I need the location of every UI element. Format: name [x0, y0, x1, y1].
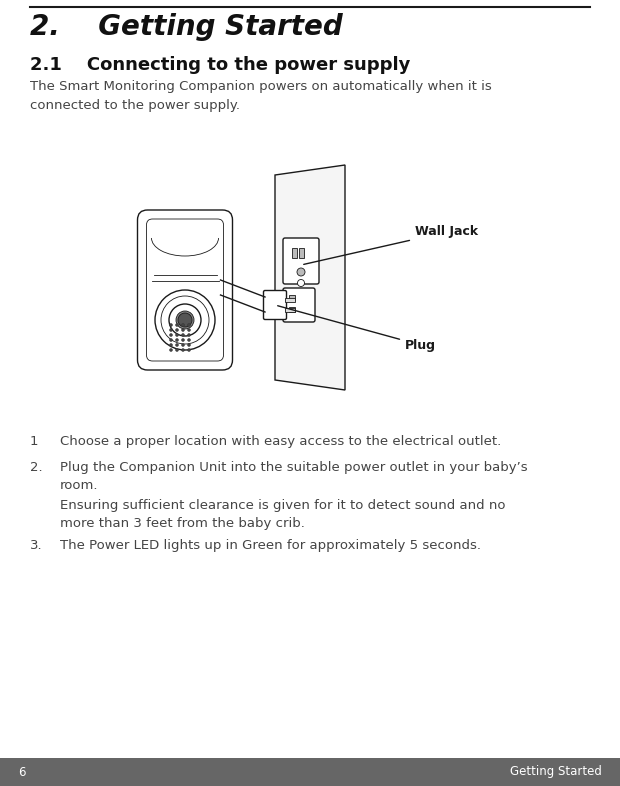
Circle shape: [187, 333, 190, 336]
FancyBboxPatch shape: [138, 210, 232, 370]
Circle shape: [297, 268, 305, 276]
Circle shape: [175, 329, 179, 332]
Circle shape: [169, 324, 172, 326]
Circle shape: [176, 311, 194, 329]
Circle shape: [175, 333, 179, 336]
Text: The Power LED lights up in Green for approximately 5 seconds.: The Power LED lights up in Green for app…: [60, 539, 481, 552]
Circle shape: [187, 324, 190, 326]
Circle shape: [169, 339, 172, 341]
Circle shape: [182, 329, 185, 332]
FancyBboxPatch shape: [146, 219, 223, 361]
Circle shape: [187, 348, 190, 351]
Circle shape: [178, 313, 192, 327]
Circle shape: [169, 333, 172, 336]
Circle shape: [169, 304, 201, 336]
Circle shape: [155, 290, 215, 350]
Text: 3.: 3.: [30, 539, 43, 552]
Text: Plug the Companion Unit into the suitable power outlet in your baby’s
room.: Plug the Companion Unit into the suitabl…: [60, 461, 528, 492]
Circle shape: [187, 329, 190, 332]
Circle shape: [175, 348, 179, 351]
Bar: [285, 298, 295, 302]
Text: Choose a proper location with easy access to the electrical outlet.: Choose a proper location with easy acces…: [60, 435, 501, 448]
Circle shape: [161, 296, 209, 344]
Bar: [289, 295, 295, 300]
Circle shape: [175, 339, 179, 341]
Circle shape: [182, 324, 185, 326]
Bar: [298, 248, 304, 258]
FancyBboxPatch shape: [283, 288, 315, 322]
Text: The Smart Monitoring Companion powers on automatically when it is
connected to t: The Smart Monitoring Companion powers on…: [30, 80, 492, 112]
Text: Wall Jack: Wall Jack: [304, 226, 478, 264]
Circle shape: [182, 343, 185, 347]
Circle shape: [187, 339, 190, 341]
Circle shape: [187, 343, 190, 347]
Circle shape: [182, 348, 185, 351]
Circle shape: [175, 324, 179, 326]
Text: Ensuring sufficient clearance is given for it to detect sound and no
more than 3: Ensuring sufficient clearance is given f…: [60, 499, 505, 530]
Circle shape: [169, 329, 172, 332]
Polygon shape: [275, 165, 345, 390]
Text: 6: 6: [18, 766, 25, 778]
Circle shape: [298, 280, 304, 287]
Circle shape: [169, 343, 172, 347]
Bar: [0, 758, 620, 786]
Circle shape: [169, 348, 172, 351]
Text: 1: 1: [30, 435, 38, 448]
Text: 2.1    Connecting to the power supply: 2.1 Connecting to the power supply: [30, 56, 410, 74]
Text: 2.: 2.: [30, 461, 43, 474]
Text: Plug: Plug: [278, 306, 436, 351]
Bar: [289, 307, 295, 312]
FancyBboxPatch shape: [264, 291, 286, 319]
Circle shape: [182, 339, 185, 341]
Text: 2.    Getting Started: 2. Getting Started: [30, 13, 343, 41]
FancyBboxPatch shape: [283, 238, 319, 284]
Bar: [291, 248, 296, 258]
Circle shape: [182, 333, 185, 336]
Bar: [285, 308, 295, 312]
Text: Getting Started: Getting Started: [510, 766, 602, 778]
Circle shape: [175, 343, 179, 347]
